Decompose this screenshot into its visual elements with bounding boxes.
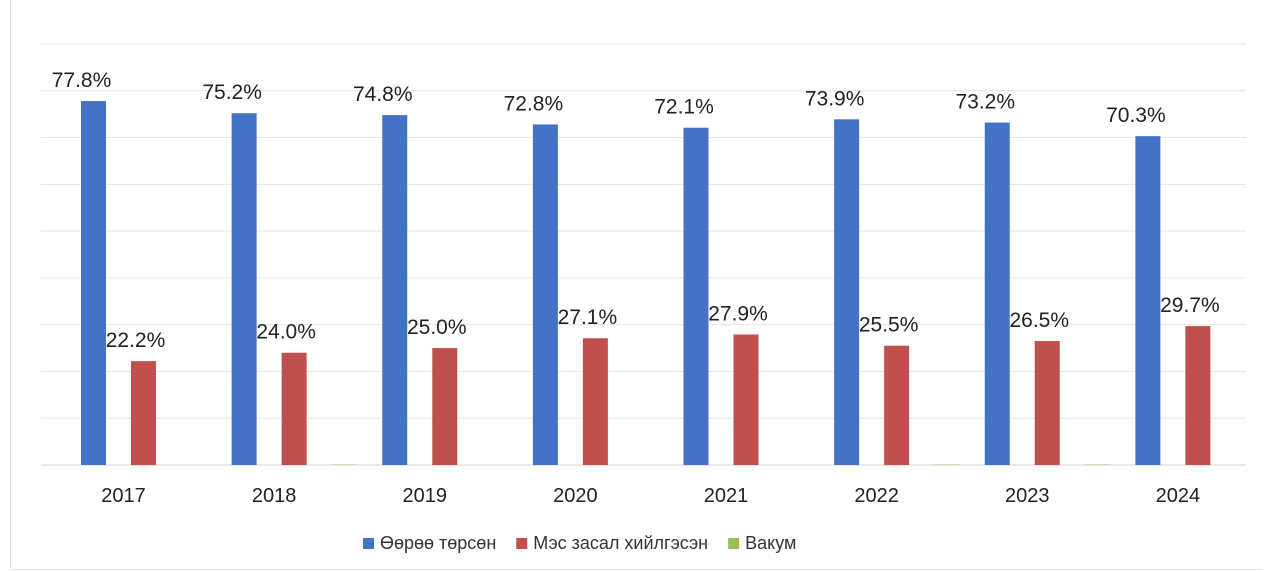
bars bbox=[81, 101, 1211, 466]
x-tick-label-2023: 2023 bbox=[1005, 485, 1050, 507]
legend-swatch-3 bbox=[728, 538, 740, 549]
legend-label-2: Мэс засал хийлгэсэн bbox=[533, 533, 708, 553]
gridlines bbox=[41, 43, 1246, 466]
legend-swatch-1 bbox=[363, 538, 374, 549]
data-label-cesarean-2023: 26.5% bbox=[1009, 309, 1069, 332]
data-label-natural-2019: 74.8% bbox=[353, 83, 413, 106]
bar-cesarean-2020 bbox=[582, 338, 608, 465]
x-tick-label-2017: 2017 bbox=[101, 485, 146, 507]
bar-natural-2023 bbox=[984, 122, 1010, 465]
x-tick-label-2018: 2018 bbox=[252, 485, 297, 507]
x-tick-label-2019: 2019 bbox=[403, 485, 448, 507]
legend: Өөрөө төрсөн Мэс засал хийлгэсэн Вакум bbox=[363, 533, 796, 553]
data-label-natural-2020: 72.8% bbox=[504, 92, 564, 115]
data-label-natural-2017: 77.8% bbox=[52, 69, 112, 92]
bar-cesarean-2021 bbox=[733, 334, 759, 465]
x-tick-label-2020: 2020 bbox=[553, 485, 598, 507]
x-tick-label-2024: 2024 bbox=[1156, 485, 1201, 507]
data-label-cesarean-2019: 25.0% bbox=[407, 316, 467, 339]
bar-cesarean-2022 bbox=[884, 345, 910, 465]
bar-cesarean-2019 bbox=[432, 348, 458, 465]
data-label-cesarean-2020: 27.1% bbox=[558, 306, 618, 329]
data-label-natural-2018: 75.2% bbox=[202, 81, 262, 104]
data-label-cesarean-2024: 29.7% bbox=[1160, 294, 1220, 317]
data-label-natural-2021: 72.1% bbox=[654, 96, 714, 119]
bar-natural-2022 bbox=[834, 119, 860, 465]
data-label-cesarean-2021: 27.9% bbox=[708, 302, 768, 325]
bar-chart: 77.8% 22.2% 75.2% 24.0% 74.8% 25.0% 72.8% 27.1%… bbox=[41, 43, 1246, 553]
data-labels: 77.8% 22.2% 75.2% 24.0% 74.8% 25.0% 72.8% 27.1%… bbox=[52, 69, 1220, 352]
legend-label-3: Вакум bbox=[745, 533, 796, 553]
legend-label-1: Өөрөө төрсөн bbox=[380, 533, 496, 553]
data-label-natural-2022: 73.9% bbox=[805, 87, 865, 110]
bar-natural-2020 bbox=[532, 124, 558, 466]
bar-natural-2019 bbox=[382, 115, 408, 465]
bar-natural-2024 bbox=[1135, 136, 1161, 465]
chart-frame: 77.8% 22.2% 75.2% 24.0% 74.8% 25.0% 72.8% 27.1%… bbox=[10, 0, 1262, 570]
bar-cesarean-2018 bbox=[281, 352, 307, 465]
bar-cesarean-2024 bbox=[1185, 326, 1211, 465]
x-tick-label-2021: 2021 bbox=[704, 485, 749, 507]
bar-natural-2021 bbox=[683, 127, 709, 465]
bar-cesarean-2023 bbox=[1034, 341, 1060, 465]
data-label-natural-2024: 70.3% bbox=[1106, 104, 1166, 127]
data-label-cesarean-2018: 24.0% bbox=[256, 321, 316, 344]
data-label-natural-2023: 73.2% bbox=[955, 91, 1015, 114]
bar-natural-2017 bbox=[81, 101, 106, 466]
data-label-cesarean-2022: 25.5% bbox=[859, 314, 919, 337]
x-axis-tick-labels: 2017 2018 2019 2020 2021 2022 2023 2024 bbox=[101, 485, 1200, 507]
data-label-cesarean-2017: 22.2% bbox=[106, 329, 166, 352]
bar-cesarean-2017 bbox=[131, 361, 156, 465]
legend-swatch-2 bbox=[516, 538, 528, 549]
bar-natural-2018 bbox=[231, 113, 257, 465]
x-tick-label-2022: 2022 bbox=[854, 485, 899, 507]
